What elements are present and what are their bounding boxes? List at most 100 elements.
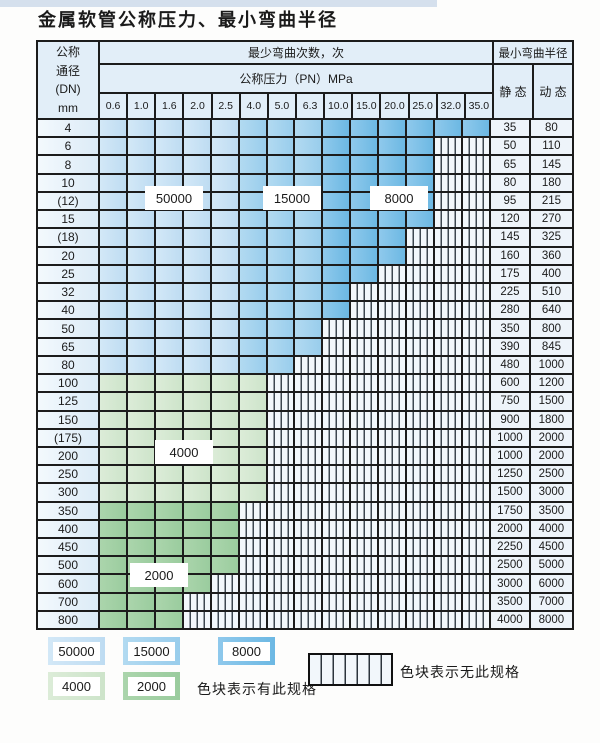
cycle-cell-colored [295, 320, 324, 337]
cycle-cell-colored [239, 211, 268, 228]
dynamic-header-cell: 动 态 [539, 85, 567, 99]
cycle-cell-colored [155, 611, 184, 629]
cycle-cell-no-spec [407, 539, 436, 556]
cycle-cell-colored [127, 539, 156, 556]
cycle-cell-colored [155, 593, 184, 610]
cycle-cell-colored [183, 320, 212, 337]
cycle-cell-colored [211, 557, 240, 574]
cycle-cell-colored [100, 211, 128, 228]
cycle-count-label: 2000 [130, 563, 188, 587]
cycle-cell-colored [323, 156, 352, 173]
dn-cell: 25 [38, 265, 100, 282]
table-row: 20 160 360 [38, 247, 572, 266]
cycle-cell-colored [183, 138, 212, 155]
cycle-cell-colored [323, 265, 352, 282]
cycle-cell-colored [267, 156, 296, 173]
dynamic-radius-cell: 5000 [530, 557, 572, 574]
cycle-cell-colored [239, 466, 268, 483]
cycle-cell-no-spec [323, 411, 352, 428]
cycle-cell-colored [379, 211, 408, 228]
cycle-cell-no-spec [435, 211, 463, 228]
cycle-cell-no-spec [462, 411, 491, 428]
cycle-cell-colored [183, 156, 212, 173]
cycle-cell-no-spec [462, 593, 491, 610]
static-radius-cell: 145 [490, 229, 531, 246]
cycle-cell-colored [155, 283, 184, 301]
cycle-cell-colored [155, 466, 184, 483]
cycle-cell-no-spec [407, 502, 436, 519]
cycle-cell-colored [155, 338, 184, 355]
cycle-cell-colored [100, 247, 128, 264]
cycle-cell-no-spec [351, 593, 380, 610]
cycle-cell-no-spec [267, 502, 296, 519]
cycle-cell-no-spec [462, 502, 491, 519]
cycle-cell-no-spec [407, 265, 436, 282]
cycle-cell-no-spec [239, 557, 268, 574]
pressure-column-label: 5.0 [269, 94, 297, 118]
cycle-cell-colored [211, 247, 240, 264]
cycle-cell-no-spec [379, 283, 408, 301]
cycle-cell-colored [100, 120, 128, 137]
cycle-cell-colored [127, 502, 156, 519]
pressure-column-label: 1.0 [128, 94, 157, 118]
cycle-cell-no-spec [295, 411, 324, 428]
cycle-cell-no-spec [462, 375, 491, 392]
cycle-cell-no-spec [323, 539, 352, 556]
dn-cell: 700 [38, 593, 100, 610]
cycle-cell-no-spec [239, 593, 268, 610]
cycle-cell-colored [155, 484, 184, 501]
cycle-cell-colored [295, 138, 324, 155]
cycle-cell-colored [100, 375, 128, 392]
cycle-cell-no-spec [435, 411, 463, 428]
table-row: 25 175 400 [38, 265, 572, 284]
cycle-cell-colored [351, 211, 380, 228]
pressure-column-label: 25.0 [410, 94, 438, 118]
cycle-cell-no-spec [462, 320, 491, 337]
cycle-cell-colored [155, 302, 184, 319]
cycle-cell-colored [267, 247, 296, 264]
cycle-cell-no-spec [183, 611, 212, 629]
cycle-cell-no-spec [379, 557, 408, 574]
cycle-cell-no-spec [323, 593, 352, 610]
cycle-cell-colored [100, 466, 128, 483]
cycle-cell-no-spec [323, 520, 352, 538]
cycle-cell-colored [239, 156, 268, 173]
cycle-cell-colored [155, 375, 184, 392]
static-radius-cell: 2250 [490, 539, 531, 556]
cycle-cell-colored [323, 247, 352, 264]
cycle-cell-colored [155, 520, 184, 538]
dynamic-radius-cell: 2000 [530, 429, 572, 446]
cycle-cell-colored [323, 283, 352, 301]
cycle-cell-colored [239, 429, 268, 446]
pressure-column-label: 20.0 [381, 94, 410, 118]
cycle-cell-colored [183, 539, 212, 556]
dynamic-radius-cell: 180 [530, 174, 572, 191]
cycle-cell-no-spec [351, 466, 380, 483]
cycle-cell-colored [183, 502, 212, 519]
cycle-cell-colored [295, 120, 324, 137]
cycle-cell-colored [155, 156, 184, 173]
cycle-cell-colored [155, 502, 184, 519]
cycle-cell-no-spec [323, 484, 352, 501]
dn-cell: 50 [38, 320, 100, 337]
cycle-cell-colored [351, 265, 380, 282]
cycle-cell-colored [127, 283, 156, 301]
cycle-cell-colored [183, 302, 212, 319]
cycle-cell-colored [211, 411, 240, 428]
static-radius-cell: 900 [490, 411, 531, 428]
cycle-cell-colored [100, 265, 128, 282]
static-radius-cell: 1000 [490, 429, 531, 446]
cycle-count-label: 8000 [370, 186, 428, 210]
cycle-cell-no-spec [379, 575, 408, 592]
cycle-cell-colored [127, 338, 156, 355]
dynamic-radius-cell: 2000 [530, 447, 572, 465]
cycle-cell-no-spec [295, 466, 324, 483]
cycle-cell-colored [295, 156, 324, 173]
page-edge-strip [0, 0, 437, 7]
static-header-cell: 静 态 [494, 65, 534, 118]
cycle-cell-no-spec [351, 338, 380, 355]
cycle-cell-colored [155, 393, 184, 410]
cycle-cell-colored [211, 393, 240, 410]
cycle-cell-no-spec [351, 283, 380, 301]
cycle-cell-no-spec [435, 174, 463, 191]
